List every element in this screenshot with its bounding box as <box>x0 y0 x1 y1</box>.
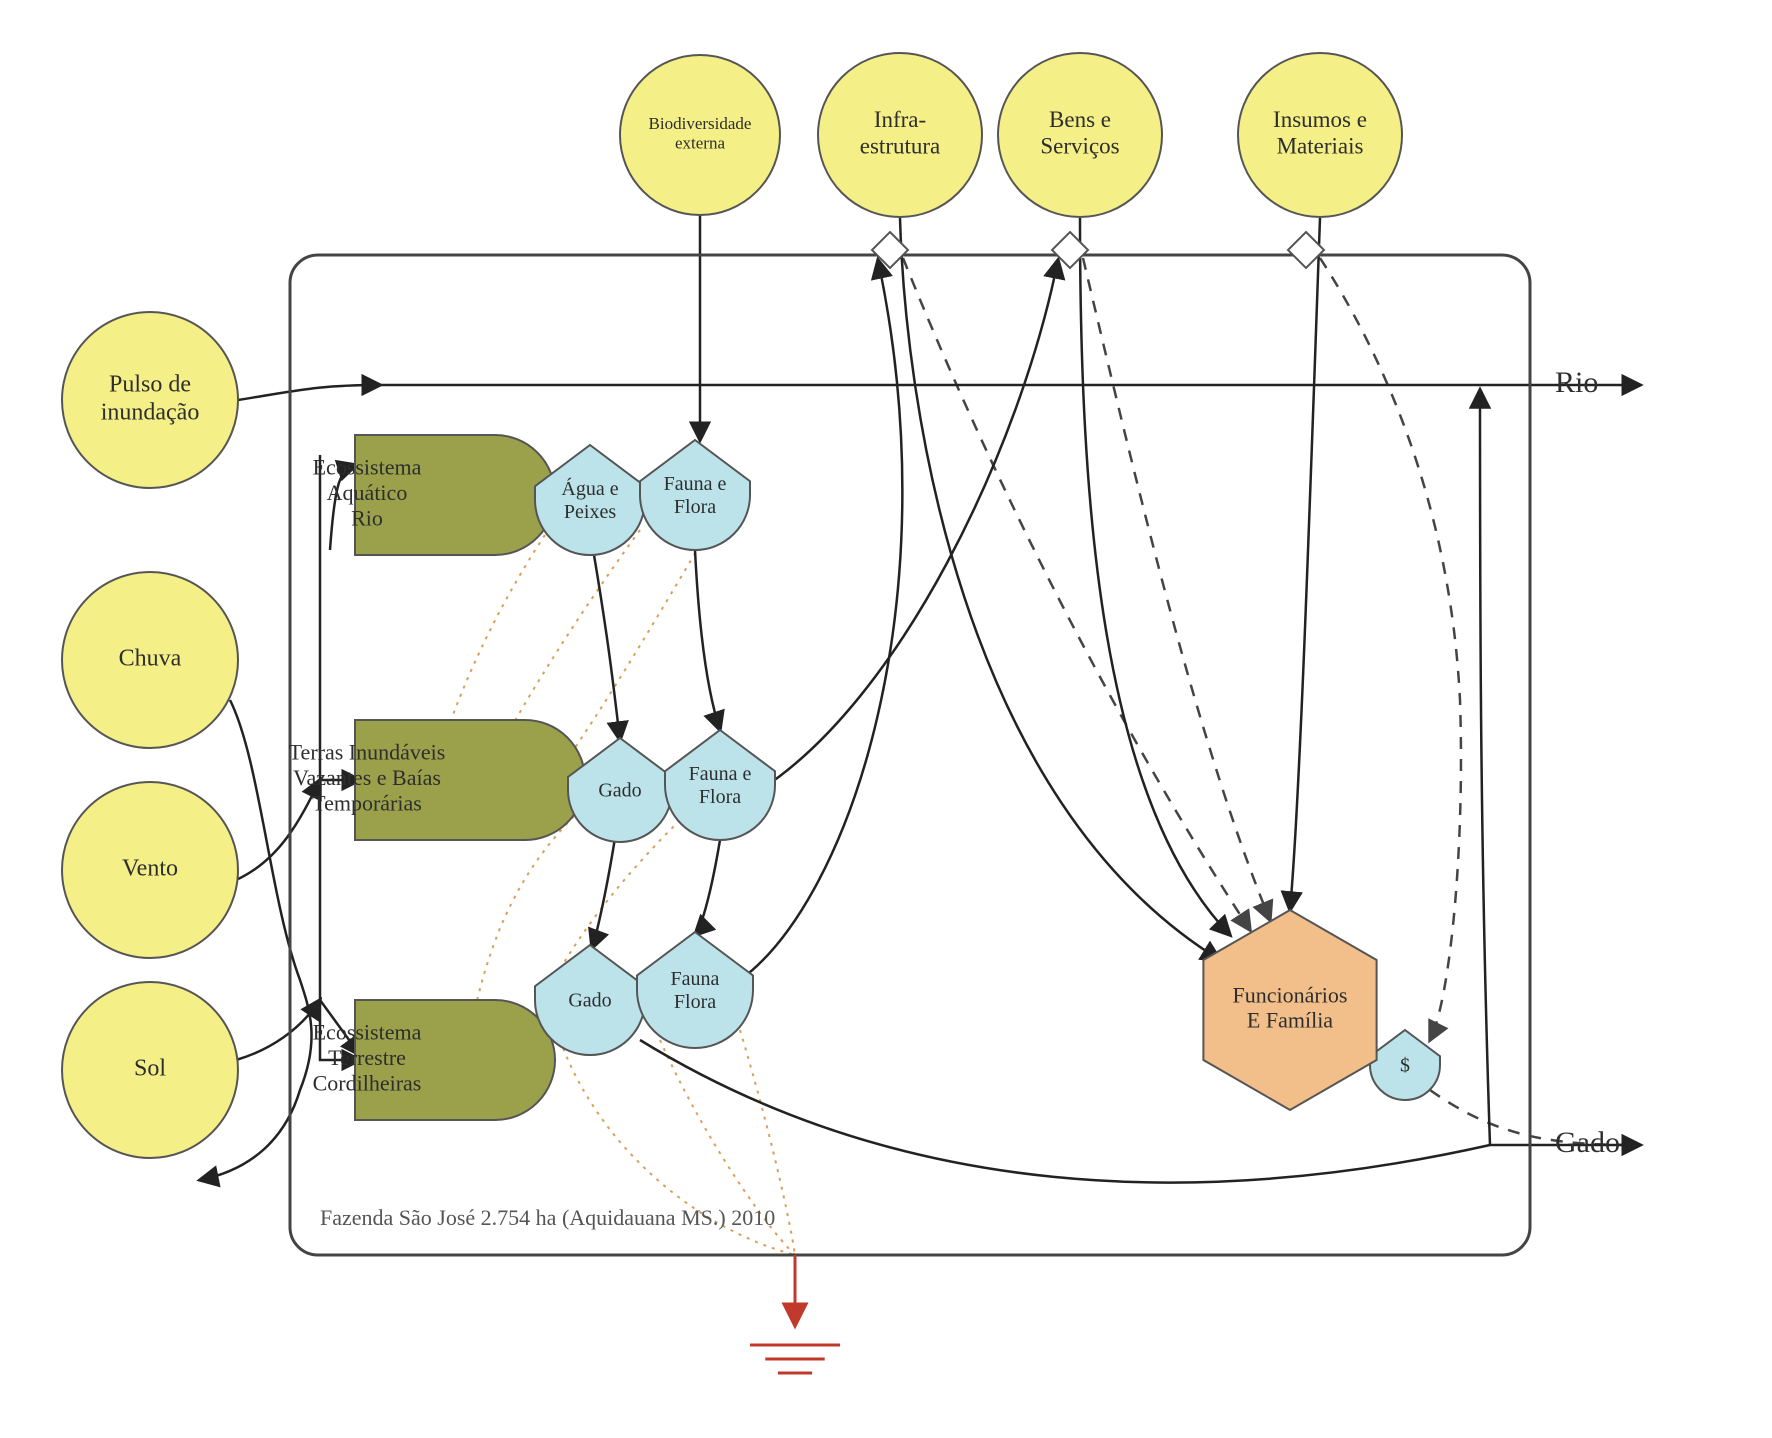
svg-text:Gado: Gado <box>568 990 611 1012</box>
producer-eco_ter: EcossistemaTerrestreCordilheiras <box>313 1000 555 1120</box>
svg-text:Materiais: Materiais <box>1277 134 1364 159</box>
producer-eco_aq: EcossistemaAquáticoRio <box>313 435 555 555</box>
svg-text:Vazantes e Baías: Vazantes e Baías <box>293 765 441 790</box>
diagram-caption: Fazenda São José 2.754 ha (Aquidauana MS… <box>320 1205 775 1230</box>
edge-solid-13 <box>594 555 620 740</box>
svg-text:Chuva: Chuva <box>119 646 182 672</box>
svg-text:Sol: Sol <box>134 1056 166 1082</box>
svg-text:Rio: Rio <box>351 505 383 530</box>
edge-solid-10 <box>695 550 720 730</box>
source-sol: Sol <box>62 982 238 1158</box>
edge-dashed-2 <box>1320 258 1461 1040</box>
svg-text:Ecossistema: Ecossistema <box>313 1020 422 1045</box>
svg-text:Ecossistema: Ecossistema <box>313 455 422 480</box>
edge-solid-3 <box>236 780 320 880</box>
storage-fauna1: Fauna eFlora <box>640 440 750 550</box>
storage-fauna2: Fauna eFlora <box>665 730 775 840</box>
svg-text:Infra-: Infra- <box>874 107 926 132</box>
edge-solid-11 <box>695 840 720 935</box>
svg-text:Funcionários: Funcionários <box>1233 982 1348 1007</box>
svg-text:Flora: Flora <box>699 786 741 808</box>
svg-text:Fauna e: Fauna e <box>664 473 727 495</box>
svg-text:Pulso de: Pulso de <box>109 372 191 398</box>
svg-text:Flora: Flora <box>674 496 716 518</box>
output-label-rio_out: Rio <box>1555 366 1598 399</box>
svg-text:Vento: Vento <box>122 856 178 882</box>
svg-text:Biodiversidade: Biodiversidade <box>649 114 752 133</box>
edge-solid-12 <box>592 838 615 948</box>
producer-terras: Terras InundáveisVazantes e BaíasTemporá… <box>289 720 585 840</box>
svg-text:Terras Inundáveis: Terras Inundáveis <box>289 740 446 765</box>
source-chuva: Chuva <box>62 572 238 748</box>
source-bens: Bens eServiços <box>998 53 1162 217</box>
svg-text:estrutura: estrutura <box>860 134 940 159</box>
storage-gado2: Gado <box>568 738 672 842</box>
source-insumos: Insumos eMateriais <box>1238 53 1402 217</box>
edge-solid-17 <box>1080 218 1230 935</box>
svg-text:Gado: Gado <box>598 780 641 802</box>
svg-text:inundação: inundação <box>101 399 200 425</box>
edge-solid-18 <box>1290 218 1320 910</box>
svg-text:Água e: Água e <box>561 477 618 500</box>
svg-text:$: $ <box>1400 1055 1410 1077</box>
source-pulso: Pulso deinundação <box>62 312 238 488</box>
svg-text:Temporárias: Temporárias <box>312 790 422 815</box>
storage-money: $ <box>1370 1030 1440 1100</box>
consumer-func: FuncionáriosE Família <box>1203 910 1376 1110</box>
svg-text:Bens e: Bens e <box>1049 107 1111 132</box>
storage-gado3: Gado <box>535 945 645 1055</box>
edge-solid-19 <box>740 260 902 980</box>
svg-text:Serviços: Serviços <box>1040 134 1119 159</box>
edge-dashed-0 <box>903 258 1250 930</box>
storage-agua: Água ePeixes <box>535 445 645 555</box>
edge-dashed-1 <box>1083 258 1270 920</box>
svg-text:Fauna: Fauna <box>671 968 720 990</box>
svg-text:Aquático: Aquático <box>327 480 408 505</box>
svg-text:Fauna e: Fauna e <box>689 763 752 785</box>
svg-text:Cordilheiras: Cordilheiras <box>313 1070 422 1095</box>
edge-solid-0 <box>238 385 380 400</box>
source-vento: Vento <box>62 782 238 958</box>
svg-text:Terrestre: Terrestre <box>328 1045 406 1070</box>
source-infra: Infra-estrutura <box>818 53 982 217</box>
svg-text:E Família: E Família <box>1247 1008 1333 1033</box>
svg-text:Flora: Flora <box>674 991 716 1013</box>
svg-text:Peixes: Peixes <box>564 501 616 523</box>
svg-text:externa: externa <box>675 134 725 153</box>
source-biodiv: Biodiversidadeexterna <box>620 55 780 215</box>
output-label-gado_out: Gado <box>1555 1126 1620 1159</box>
edge-solid-15 <box>1480 390 1490 1145</box>
storage-fauna3: FaunaFlora <box>637 932 753 1048</box>
svg-text:Insumos e: Insumos e <box>1273 107 1367 132</box>
